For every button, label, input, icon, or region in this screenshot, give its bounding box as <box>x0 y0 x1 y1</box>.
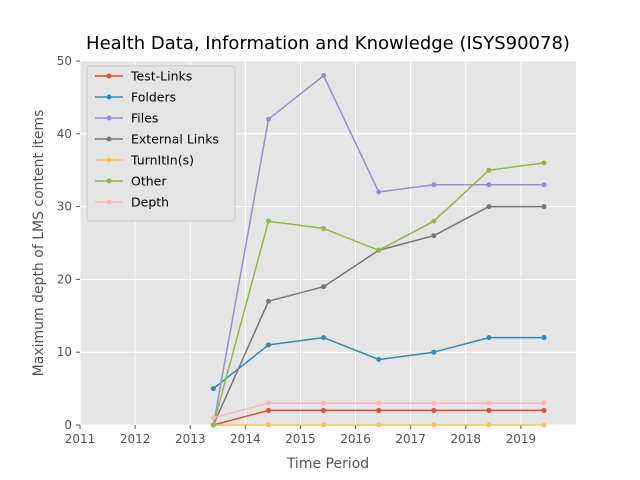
legend-item: External Links <box>95 132 219 147</box>
data-point <box>541 335 547 341</box>
data-point <box>265 407 271 413</box>
data-point <box>210 386 216 392</box>
data-point <box>541 422 547 428</box>
data-point <box>376 422 382 428</box>
legend-label: External Links <box>131 132 219 147</box>
legend-item: TurnItIn(s) <box>95 153 194 168</box>
y-tick-label: 20 <box>57 272 72 286</box>
legend-marker <box>106 199 112 205</box>
data-point <box>486 400 492 406</box>
data-point <box>431 182 437 188</box>
x-tick-label: 2011 <box>65 432 96 446</box>
y-tick-label: 50 <box>57 54 72 68</box>
legend: Test-Links Folders Files External Links Turn… <box>86 65 236 222</box>
series-folders <box>210 335 547 392</box>
data-point <box>321 407 327 413</box>
data-point <box>321 284 327 290</box>
data-point <box>431 407 437 413</box>
x-tick-label: 2014 <box>230 432 261 446</box>
data-point <box>486 167 492 173</box>
data-point <box>541 182 547 188</box>
data-point <box>486 407 492 413</box>
data-point <box>541 160 547 166</box>
legend-item: Depth <box>95 195 169 210</box>
data-point <box>486 422 492 428</box>
data-point <box>265 400 271 406</box>
y-axis-label: Maximum depth of LMS content items <box>31 110 47 377</box>
x-tick-label: 2016 <box>340 432 371 446</box>
data-point <box>376 407 382 413</box>
legend-marker <box>106 94 112 100</box>
data-point <box>431 233 437 239</box>
x-axis-label: Time Period <box>286 456 369 472</box>
data-point <box>321 400 327 406</box>
y-tick-label: 10 <box>57 345 72 359</box>
data-point <box>321 335 327 341</box>
data-point <box>541 407 547 413</box>
data-point <box>431 218 437 224</box>
data-point <box>210 415 216 421</box>
x-tick-label: 2019 <box>506 432 537 446</box>
x-tick-label: 2012 <box>120 432 151 446</box>
data-point <box>486 335 492 341</box>
series-test-links <box>210 407 547 428</box>
data-point <box>376 356 382 362</box>
legend-marker <box>106 115 112 121</box>
data-point <box>265 422 271 428</box>
data-point <box>265 116 271 122</box>
y-tick-label: 30 <box>57 200 72 214</box>
data-point <box>376 400 382 406</box>
series-layer <box>210 73 547 428</box>
series-other <box>210 160 547 428</box>
x-tick-label: 2015 <box>285 432 316 446</box>
legend-marker <box>106 73 112 79</box>
data-point <box>486 182 492 188</box>
data-point <box>265 218 271 224</box>
data-point <box>376 189 382 195</box>
y-tick-label: 0 <box>64 418 72 432</box>
legend-label: TurnItIn(s) <box>130 153 194 168</box>
legend-label: Test-Links <box>130 69 192 84</box>
legend-item: Folders <box>95 90 176 105</box>
chart-title: Health Data, Information and Knowledge (… <box>86 33 570 54</box>
legend-box <box>86 65 236 222</box>
data-point <box>541 400 547 406</box>
legend-label: Folders <box>131 90 176 105</box>
data-point <box>265 298 271 304</box>
data-point <box>431 349 437 355</box>
data-point <box>321 73 327 79</box>
x-tick-label: 2018 <box>451 432 482 446</box>
x-tick-label: 2017 <box>395 432 426 446</box>
y-tick-label: 40 <box>57 127 72 141</box>
axis-ticks: 2011 2012 2013 2014 2015 2016 2017 2018 2019 0 10 2… <box>57 54 536 446</box>
legend-label: Depth <box>131 195 169 210</box>
legend-marker <box>106 178 112 184</box>
data-point <box>210 422 216 428</box>
legend-label: Files <box>131 111 158 126</box>
data-point <box>321 225 327 231</box>
legend-marker <box>106 136 112 142</box>
legend-marker <box>106 157 112 163</box>
data-point <box>431 400 437 406</box>
legend-item: Test-Links <box>95 69 192 84</box>
data-point <box>486 204 492 210</box>
x-tick-label: 2013 <box>175 432 206 446</box>
series-depth <box>210 400 547 421</box>
data-point <box>321 422 327 428</box>
legend-item: Other <box>95 174 167 189</box>
data-point <box>431 422 437 428</box>
data-point <box>265 342 271 348</box>
legend-label: Other <box>131 174 167 189</box>
legend-item: Files <box>95 111 158 126</box>
data-point <box>376 247 382 253</box>
data-point <box>541 204 547 210</box>
